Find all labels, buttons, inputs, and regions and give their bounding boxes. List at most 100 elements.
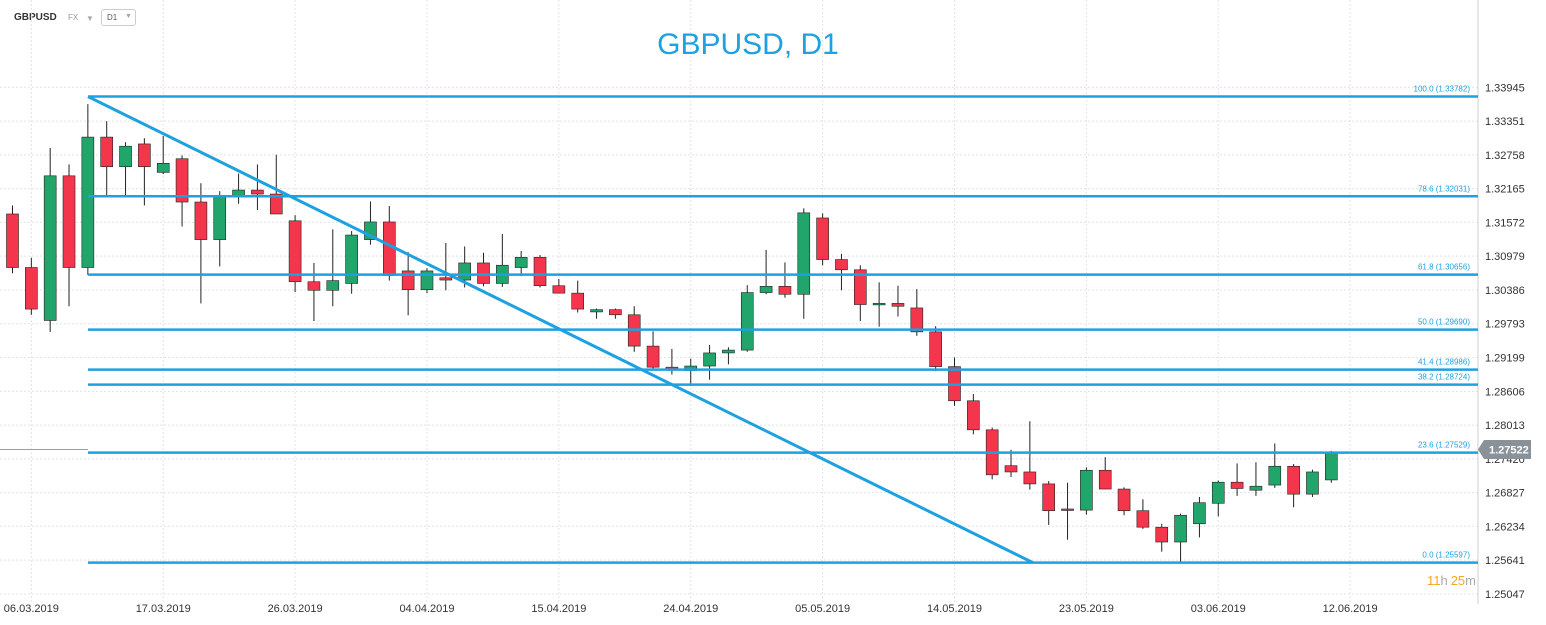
countdown-minutes: 25 (1451, 573, 1465, 588)
candle-body (138, 143, 151, 168)
date-tick-label: 03.06.2019 (1191, 603, 1246, 615)
price-tick-label: 1.32165 (1485, 184, 1525, 196)
candle-body (872, 303, 886, 306)
candle (929, 326, 942, 372)
candle-body (1098, 469, 1112, 490)
candle (6, 205, 19, 274)
candle (891, 285, 905, 317)
candle (62, 164, 76, 307)
candle (1287, 463, 1300, 508)
candle-body (1211, 481, 1225, 504)
market-dropdown-arrow-icon[interactable]: ▼ (86, 14, 94, 23)
candle (571, 280, 585, 313)
candle-body (1080, 469, 1093, 511)
date-tick-label: 17.03.2019 (136, 603, 191, 615)
candle-body (1325, 452, 1338, 481)
fibonacci-retracement: 100.0 (1.33782) 78.6 (1.32031) 61.8 (1.306… (87, 85, 1478, 565)
candle-body (703, 352, 716, 367)
candle (401, 252, 415, 316)
fib-level-label: 38.2 (1.28724) (1418, 373, 1470, 382)
timeframe-label: D1 (107, 13, 118, 22)
candle (232, 173, 245, 204)
candle (740, 285, 754, 352)
candle (1023, 421, 1037, 490)
candle-body (1230, 481, 1244, 489)
candle (496, 233, 509, 287)
symbol-label[interactable]: GBPUSD (14, 12, 57, 23)
price-tick-label: 1.33351 (1485, 116, 1525, 128)
candle-body (891, 303, 905, 307)
candle (703, 344, 716, 380)
candle (175, 155, 189, 227)
fib-level-label: 0.0 (1.25597) (1422, 551, 1470, 560)
candle-body (552, 285, 566, 294)
candle-body (119, 145, 132, 168)
countdown-minutes-unit: m (1465, 573, 1476, 588)
candle-body (345, 234, 358, 284)
candle (1004, 449, 1018, 478)
date-tick-label: 04.04.2019 (399, 603, 454, 615)
price-tick-label: 1.26827 (1485, 488, 1525, 500)
candle (420, 268, 434, 294)
candle-body (722, 349, 735, 354)
candle (477, 252, 490, 287)
price-tick-label: 1.26234 (1485, 521, 1525, 533)
date-tick-label: 05.05.2019 (795, 603, 850, 615)
candle-body (571, 292, 585, 310)
candle-body (251, 189, 264, 195)
candle-body (439, 277, 453, 281)
candle (835, 253, 848, 291)
candle (138, 138, 151, 206)
price-tick-label: 1.30979 (1485, 251, 1525, 263)
candle (345, 231, 358, 294)
candle (251, 164, 264, 210)
candle-body (1193, 502, 1206, 525)
candle-body (740, 292, 754, 351)
candle-body (1004, 465, 1018, 473)
candle-body (1174, 514, 1187, 543)
countdown-hours-unit: h (1440, 573, 1447, 588)
candle-body (269, 193, 283, 215)
candles-layer (6, 104, 1338, 563)
candle (910, 289, 924, 336)
candle-body (307, 281, 321, 291)
candle-body (1306, 471, 1319, 495)
fib-level-label: 78.6 (1.32031) (1418, 184, 1470, 193)
current-price-label: 1.27522 (1489, 445, 1529, 457)
candle-body (43, 175, 57, 321)
candle (778, 262, 792, 298)
candle-body (458, 262, 471, 281)
fib-level-label: 61.8 (1.30656) (1418, 263, 1470, 272)
candle-body (288, 220, 302, 283)
candle (1211, 480, 1225, 517)
candle (816, 213, 829, 266)
current-price-badge (1478, 440, 1531, 459)
candle-body (1268, 465, 1282, 486)
candle-body (759, 286, 773, 293)
candle (609, 308, 622, 319)
candle (43, 147, 57, 332)
price-tick-label: 1.32758 (1485, 150, 1525, 162)
candle-body (477, 262, 490, 284)
candle (533, 254, 547, 288)
price-tick-label: 1.30386 (1485, 285, 1525, 297)
candle (439, 243, 453, 291)
candle (552, 278, 566, 294)
date-tick-label: 26.03.2019 (268, 603, 323, 615)
current-price-marker: 1.27522 (1478, 440, 1531, 459)
price-tick-label: 1.25641 (1485, 555, 1525, 567)
candle (646, 331, 660, 369)
timeframe-select[interactable]: D1 ▼ (101, 9, 136, 26)
candle (967, 393, 980, 435)
candle (1230, 463, 1244, 496)
date-tick-label: 15.04.2019 (531, 603, 586, 615)
market-type-label[interactable]: FX (68, 13, 79, 22)
fib-level-label: 50.0 (1.29690) (1418, 318, 1470, 327)
candle (1136, 499, 1150, 529)
candle-body (1155, 526, 1169, 543)
candle (288, 215, 302, 293)
fib-level-label: 100.0 (1.33782) (1414, 85, 1471, 94)
candle-body (1117, 488, 1131, 511)
chart-grid (0, 0, 1479, 604)
